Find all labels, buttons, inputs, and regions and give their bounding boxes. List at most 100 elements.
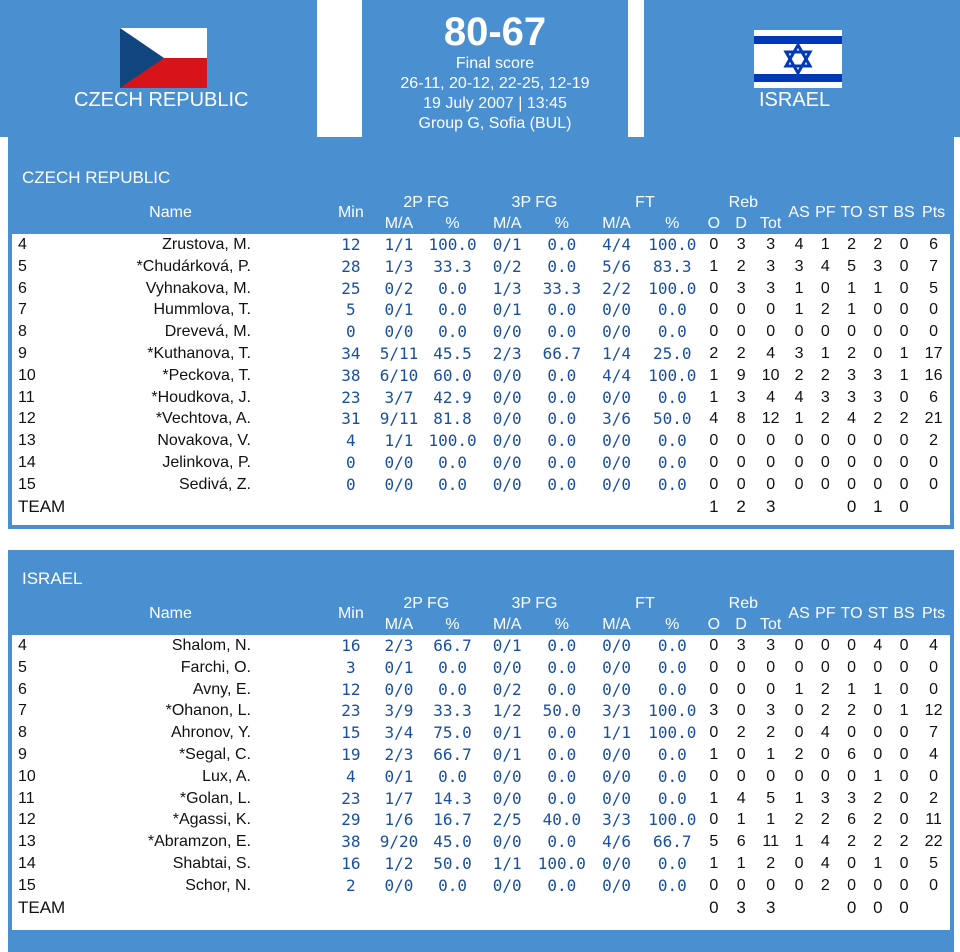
stat-cell: 17 [924, 344, 943, 362]
player-number: 4 [18, 637, 27, 654]
stat-cell: 0 [820, 432, 830, 450]
stat-cell: 25 [341, 278, 361, 298]
stat-cell: 50.0 [653, 409, 692, 429]
stat-cell: 1 [847, 301, 857, 319]
player-row: 12 *Agassi, K. 29 1/6 16.7 2/5 40.0 3/3 100.0 0 1 1… [12, 809, 950, 831]
player-number: 4 [18, 236, 27, 253]
stat-cell: 42.9 [433, 387, 472, 407]
stat-cell: 0/0 [602, 788, 631, 808]
stat-cell: 1 [873, 680, 883, 698]
stat-cell: 0 [899, 388, 909, 406]
stat-cell: 11 [925, 811, 942, 829]
col-2pfg-header: 2P FG [372, 593, 480, 615]
stat-cell: 5 [766, 789, 776, 807]
player-number: 11 [18, 388, 35, 406]
stat-cell: 0 [929, 658, 939, 676]
stat-cell: 0/0 [492, 875, 522, 895]
player-number: 5 [18, 257, 27, 275]
home-boxscore-section: CZECH REPUBLIC Name Min 2P FG 3P FG FT Reb AS P… [8, 137, 954, 529]
stat-cell: 0.0 [657, 657, 687, 677]
stat-cell: 0 [899, 854, 909, 872]
stat-cell: 0 [766, 658, 776, 676]
player-number: 14 [18, 854, 36, 872]
team-reb-tot: 3 [765, 496, 776, 516]
stat-cell: 0 [820, 637, 830, 654]
col-bs-header: BS [890, 192, 918, 234]
col-pts-header: Pts [917, 192, 950, 234]
player-row: 5 *Chudárková, P. 28 1/3 33.3 0/2 0.0 5/6 83.3 1 2… [12, 256, 950, 278]
stat-cell: 1 [794, 301, 804, 319]
col-ma-subheader: M/A [372, 214, 426, 234]
stat-cell: 0.0 [547, 474, 577, 494]
stat-cell: 100.0 [428, 235, 477, 254]
stat-cell: 3 [794, 257, 804, 275]
stat-cell: 0 [899, 279, 909, 297]
stat-cell: 33.3 [542, 278, 582, 298]
stat-cell: 75.0 [433, 723, 472, 743]
stat-cell: 81.8 [433, 409, 472, 429]
empty-cell [786, 897, 838, 919]
col-d-subheader: D [726, 214, 756, 234]
player-name: *Vechtova, A. [155, 410, 251, 428]
stat-cell: 0.0 [547, 431, 577, 451]
stat-cell: 1 [794, 279, 804, 297]
stat-cell: 3 [736, 637, 746, 654]
player-number: 13 [18, 432, 36, 450]
stat-cell: 0.0 [438, 657, 467, 677]
stat-cell: 3 [766, 279, 776, 297]
col-pct-subheader: % [643, 214, 701, 234]
col-pct-subheader: % [534, 214, 590, 234]
player-name: Hummlova, T. [153, 301, 251, 319]
stat-cell: 33.3 [433, 701, 472, 721]
stat-cell: 2/3 [384, 636, 414, 655]
stat-cell: 2 [820, 876, 830, 894]
stat-cell: 6 [847, 745, 857, 763]
stat-cell: 0 [820, 323, 830, 341]
stat-cell: 0/0 [602, 431, 631, 451]
stat-cell: 0 [736, 745, 746, 763]
stat-cell: 0.0 [438, 452, 467, 472]
stat-cell: 83.3 [653, 256, 692, 276]
stat-cell: 0.0 [547, 679, 577, 699]
stat-cell: 0 [929, 475, 939, 493]
col-as-header: AS [785, 593, 813, 635]
stat-cell: 0/0 [492, 474, 522, 494]
stat-cell: 0 [794, 854, 804, 872]
empty-cell [329, 496, 701, 518]
stat-cell: 0/1 [492, 300, 522, 320]
stat-cell: 0 [709, 658, 719, 676]
stat-cell: 0 [899, 637, 909, 654]
stat-cell: 5 [346, 300, 356, 320]
player-number: 14 [18, 453, 36, 471]
player-row: 12 *Vechtova, A. 31 9/11 81.8 0/0 0.0 3/6 50.0 4 8… [12, 408, 950, 430]
player-name: Avny, E. [192, 680, 251, 698]
player-name: Drevevá, M. [164, 323, 251, 341]
team-row-label: TEAM [18, 496, 66, 516]
stat-cell: 1 [847, 279, 857, 297]
stat-cell: 38 [341, 365, 361, 385]
stat-cell: 0/0 [602, 322, 631, 342]
stat-cell: 0/0 [602, 636, 631, 655]
stat-cell: 0 [847, 724, 857, 742]
stat-cell: 2 [847, 344, 857, 362]
stat-cell: 12 [341, 235, 361, 254]
stat-cell: 0 [847, 323, 857, 341]
stat-cell: 0.0 [547, 322, 577, 342]
stat-cell: 4 [820, 724, 830, 742]
stat-cell: 1 [766, 811, 776, 829]
stat-cell: 9/20 [379, 832, 419, 852]
stat-cell: 0.0 [547, 723, 577, 743]
player-number: 12 [18, 410, 36, 428]
stat-cell: 0 [736, 475, 746, 493]
stat-cell: 0 [766, 767, 776, 785]
stat-cell: 0 [736, 767, 746, 785]
stat-cell: 0 [709, 279, 719, 297]
stat-cell: 0 [709, 323, 719, 341]
stat-cell: 2/3 [492, 343, 522, 363]
stat-cell: 0/0 [492, 832, 522, 852]
stat-cell: 2 [736, 257, 746, 275]
player-number: 13 [18, 833, 36, 851]
stat-cell: 0 [794, 702, 804, 720]
stat-cell: 1 [709, 854, 719, 872]
stat-cell: 6 [929, 236, 939, 253]
